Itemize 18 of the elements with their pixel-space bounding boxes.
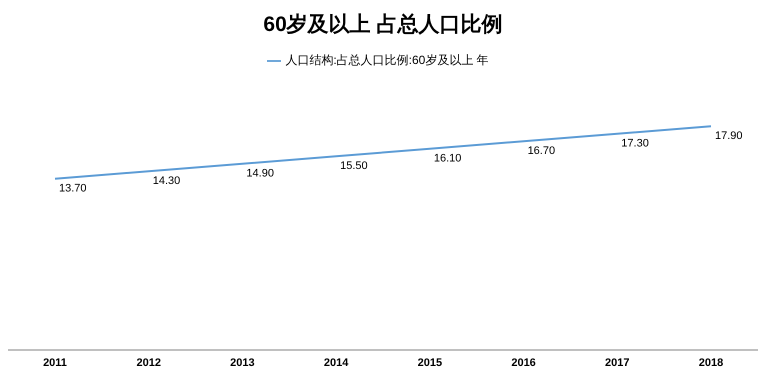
data-label: 14.90 [246,168,274,180]
x-tick-label: 2011 [43,356,67,369]
data-label: 15.50 [340,160,368,172]
chart-title: 60岁及以上 占总人口比例 [262,12,504,38]
data-label: 16.10 [434,152,462,165]
x-tick-label: 2018 [698,356,724,369]
x-tick-label: 2012 [136,356,161,369]
data-label: 17.90 [715,130,743,142]
x-tick-label: 2017 [605,356,630,369]
legend-label: 人口结构:占总人口比例:60岁及以上 年 [285,53,489,67]
data-label: 16.70 [528,145,556,158]
x-tick-label: 2015 [418,356,442,369]
x-tick-label: 2014 [324,356,350,369]
x-tick-label: 2016 [511,356,536,369]
data-label: 14.30 [152,175,180,188]
data-label: 17.30 [621,138,649,150]
x-tick-label: 2013 [230,356,255,369]
data-label: 13.70 [59,182,87,195]
